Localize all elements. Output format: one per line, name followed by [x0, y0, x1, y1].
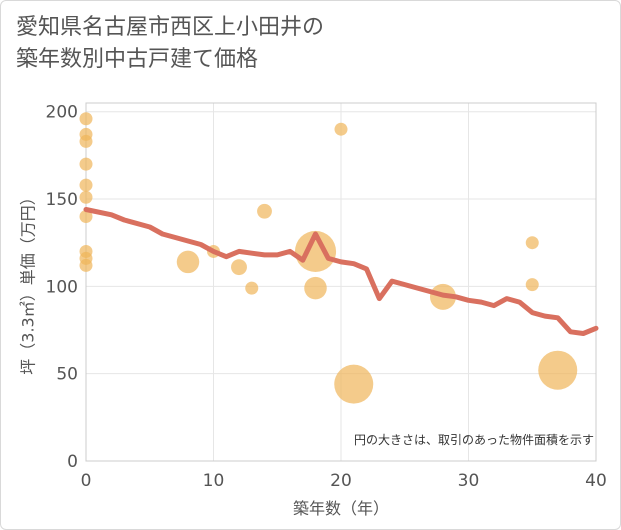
bubble-point [79, 112, 93, 126]
y-tick-label: 100 [46, 277, 78, 297]
y-tick-label: 0 [67, 452, 78, 472]
chart-title-line-2: 築年数別中古戸建て価格 [16, 47, 259, 72]
bubble-point [304, 276, 327, 300]
x-tick-label: 30 [458, 471, 480, 491]
bubble-point [79, 157, 93, 171]
plot-area-border [85, 102, 597, 462]
bubble-point [257, 203, 272, 219]
y-tick-label: 200 [46, 103, 78, 123]
bubble-point [79, 210, 93, 224]
y-axis-label: 坪（3.3㎡）単価（万円） [19, 189, 38, 374]
tick-labels: 0 10 20 30 40 0 50 100 150 200 [46, 103, 607, 491]
bubble-size-note: 円の大きさは、取引のあった物件面積を示す [354, 432, 594, 447]
bubble-point [334, 122, 348, 136]
bubble-point [334, 364, 374, 404]
bubble-point [79, 178, 93, 192]
bubble-point [525, 278, 539, 292]
chart-title: 愛知県名古屋市西区上小田井の 築年数別中古戸建て価格 [16, 12, 324, 76]
bubble-point [245, 281, 259, 295]
x-axis-label: 築年数（年） [293, 499, 389, 518]
y-tick-label: 50 [56, 365, 78, 385]
y-tick-label: 150 [46, 190, 78, 210]
bubble-point [79, 134, 93, 148]
x-tick-label: 20 [330, 471, 352, 491]
x-tick-label: 0 [81, 471, 92, 491]
trend-line [83, 207, 599, 336]
bubble-point [231, 259, 247, 276]
x-tick-label: 10 [203, 471, 225, 491]
bubble-point [176, 250, 200, 274]
grid-lines [85, 103, 597, 462]
bubble-point [294, 230, 337, 272]
bubble-point [525, 236, 539, 250]
bubbles [79, 112, 578, 404]
x-tick-label: 40 [585, 471, 607, 491]
bubble-point [79, 190, 93, 204]
chart-title-line-1: 愛知県名古屋市西区上小田井の [16, 15, 325, 40]
bubble-point [79, 258, 93, 272]
bubble-point [538, 350, 578, 390]
